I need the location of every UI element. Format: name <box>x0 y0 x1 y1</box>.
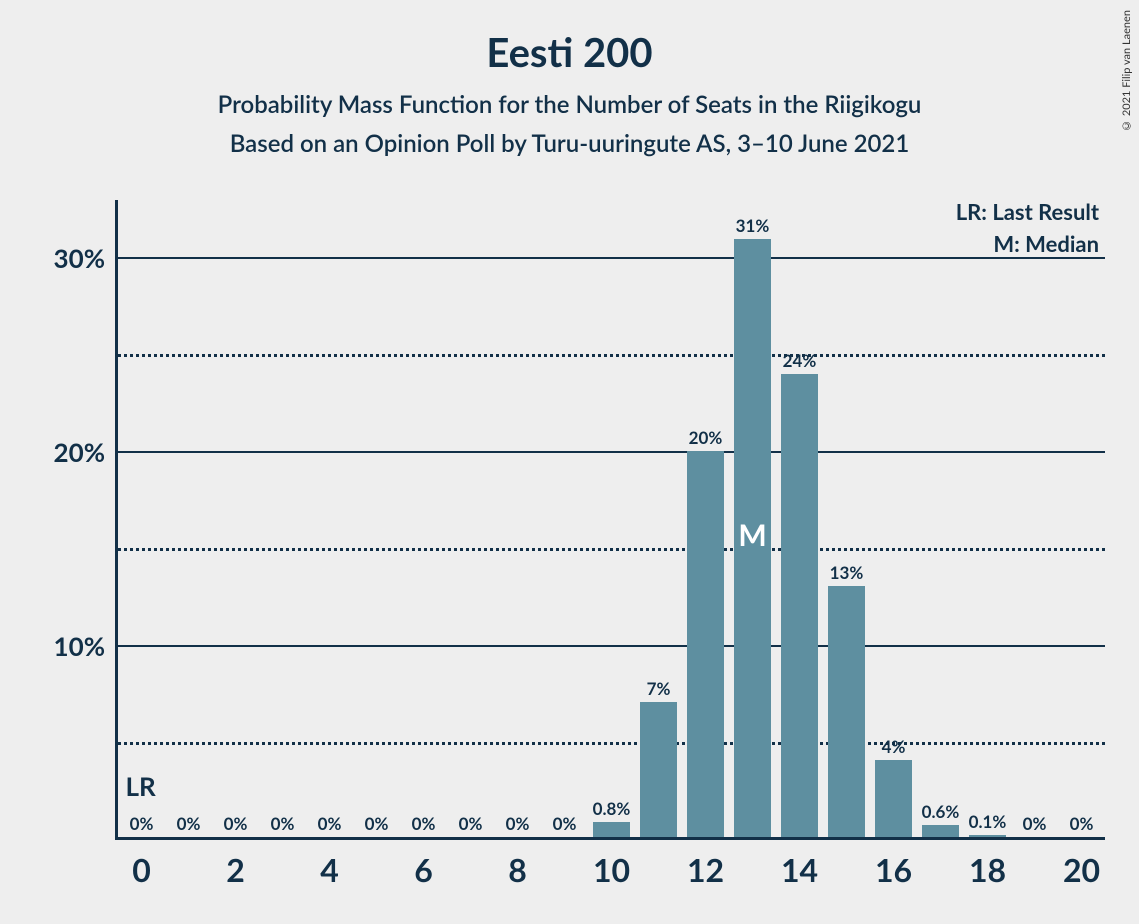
bar-value-label: 0% <box>1023 813 1047 834</box>
y-tick-label: 10% <box>25 630 105 662</box>
median-annotation: M <box>738 517 766 553</box>
bar <box>828 586 865 837</box>
title-block: Eesti 200 Probability Mass Function for … <box>0 0 1139 158</box>
bar <box>875 760 912 837</box>
bar-value-label: 0% <box>271 813 295 834</box>
chart-area: 0% 0% 0% 0% 0% 0% 0% 0% 0% 0% 0.8% 7% 20% 31% 24% 13% 4%… <box>115 200 1105 840</box>
bar-value-label: 0.6% <box>922 801 960 822</box>
bar <box>687 451 724 837</box>
x-tick-label: 14 <box>781 850 818 889</box>
bar-value-label: 0% <box>224 813 248 834</box>
x-tick-label: 4 <box>320 850 339 889</box>
x-tick-label: 10 <box>593 850 630 889</box>
bar <box>922 825 959 837</box>
gridline <box>118 354 1105 357</box>
bar <box>781 374 818 837</box>
bar-value-label: 0.1% <box>969 811 1007 832</box>
copyright-text: © 2021 Filip van Laenen <box>1120 10 1133 132</box>
x-tick-label: 2 <box>226 850 245 889</box>
x-axis <box>115 837 1105 840</box>
x-tick-label: 18 <box>969 850 1006 889</box>
bar-value-label: 0% <box>1070 813 1094 834</box>
gridline <box>118 548 1105 551</box>
chart-subtitle-2: Based on an Opinion Poll by Turu-uuringu… <box>0 129 1139 158</box>
gridline <box>118 257 1105 259</box>
legend-m: M: Median <box>993 230 1099 257</box>
bar-value-label: 0% <box>506 813 530 834</box>
x-tick-label: 20 <box>1063 850 1100 889</box>
bar-value-label: 0% <box>412 813 436 834</box>
bar <box>640 702 677 837</box>
x-tick-label: 12 <box>687 850 724 889</box>
x-tick-label: 6 <box>414 850 433 889</box>
bar-value-label: 0% <box>318 813 342 834</box>
x-tick-label: 8 <box>508 850 527 889</box>
bar-value-label: 0% <box>553 813 577 834</box>
gridline <box>118 742 1105 745</box>
bar-value-label: 24% <box>783 350 817 371</box>
bar-value-label: 0% <box>365 813 389 834</box>
chart-subtitle-1: Probability Mass Function for the Number… <box>0 90 1139 119</box>
bar <box>969 835 1006 837</box>
legend-lr: LR: Last Result <box>956 198 1099 225</box>
bar-value-label: 20% <box>689 427 723 448</box>
x-tick-label: 16 <box>875 850 912 889</box>
bar-value-label: 0.8% <box>593 798 631 819</box>
gridline <box>118 451 1105 453</box>
y-tick-label: 20% <box>25 436 105 468</box>
bar-value-label: 0% <box>130 813 154 834</box>
bar-value-label: 7% <box>647 678 671 699</box>
gridline <box>118 645 1105 647</box>
bar-value-label: 4% <box>882 736 906 757</box>
bar-value-label: 31% <box>736 215 770 236</box>
bar-value-label: 13% <box>830 562 864 583</box>
bar-value-label: 0% <box>459 813 483 834</box>
chart-title: Eesti 200 <box>0 28 1139 76</box>
bar <box>593 822 630 837</box>
x-tick-label: 0 <box>132 850 151 889</box>
bar-value-label: 0% <box>177 813 201 834</box>
lr-annotation: LR <box>126 770 156 802</box>
y-tick-label: 30% <box>25 242 105 274</box>
